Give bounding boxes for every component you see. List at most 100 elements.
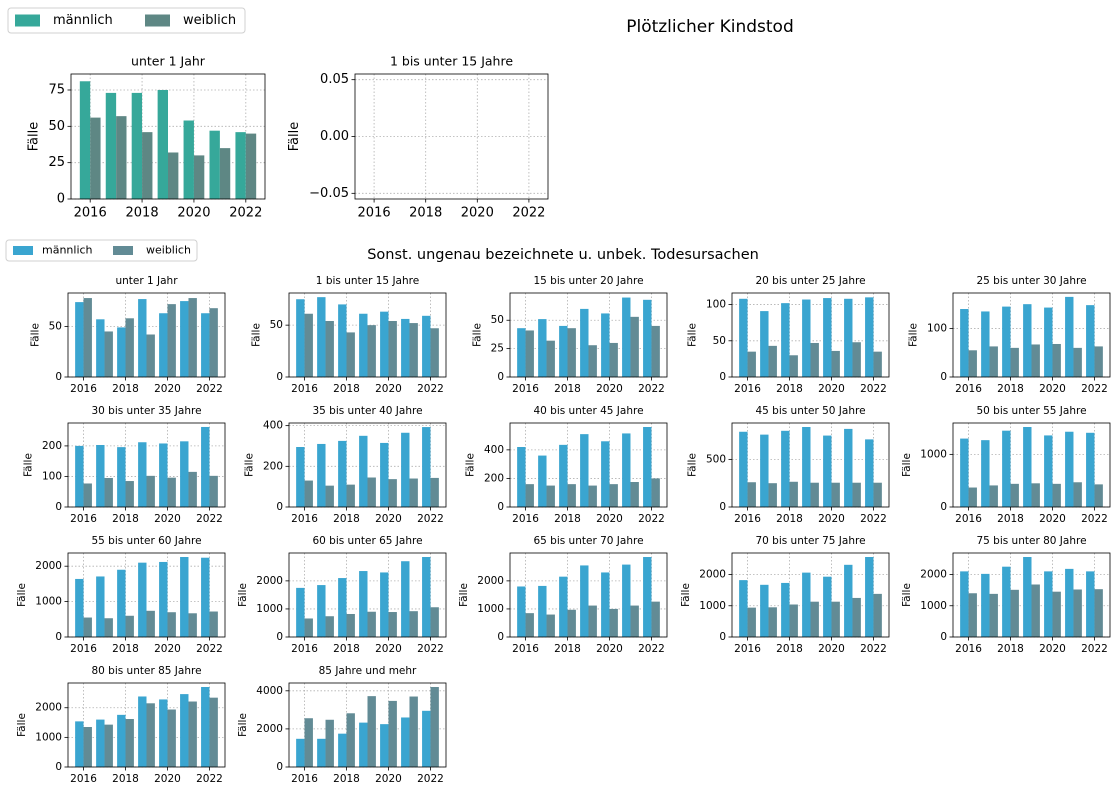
x-tick-label: 2022: [860, 643, 887, 655]
bar: [567, 609, 576, 637]
y-tick-label: 1000: [256, 603, 283, 615]
y-axis-label: Fälle: [458, 583, 470, 607]
y-axis-label: Fälle: [901, 583, 913, 607]
bar: [167, 477, 176, 507]
bar: [296, 447, 305, 507]
y-tick-label: 2000: [256, 575, 283, 587]
bar: [651, 601, 660, 637]
bar: [567, 484, 576, 507]
bar: [146, 334, 155, 377]
subplot-title: 75 bis unter 80 Jahre: [976, 535, 1086, 547]
x-tick-label: 2020: [818, 643, 845, 655]
x-tick-label: 2020: [596, 513, 623, 525]
subplot-title: 30 bis unter 35 Jahre: [91, 405, 201, 417]
bar: [338, 440, 347, 507]
bar: [747, 607, 756, 637]
y-axis-label: Fälle: [687, 453, 699, 477]
x-tick-label: 2016: [955, 383, 982, 395]
x-tick-label: 2016: [70, 513, 97, 525]
bar: [810, 482, 819, 507]
y-tick-label: 2000: [35, 702, 62, 714]
subplot-title: 70 bis unter 75 Jahre: [755, 535, 865, 547]
bar: [116, 116, 127, 199]
axes-frame: [509, 422, 668, 508]
bar: [831, 350, 840, 377]
x-tick-label: 2018: [112, 643, 139, 655]
x-tick-label: 2020: [375, 773, 402, 785]
x-tick-label: 2018: [997, 643, 1024, 655]
x-tick-label: 2018: [997, 513, 1024, 525]
bar: [338, 578, 347, 637]
bar: [131, 92, 143, 199]
x-tick-label: 2016: [955, 643, 982, 655]
bar: [304, 718, 313, 767]
subplot-title: 45 bis unter 50 Jahre: [755, 405, 865, 417]
bar: [188, 613, 197, 637]
bar: [209, 130, 220, 199]
x-tick-label: 2022: [417, 513, 444, 525]
axes-frame: [952, 292, 1111, 378]
bar: [359, 571, 368, 637]
x-tick-label: 2018: [776, 383, 803, 395]
y-tick-label: 0: [497, 371, 504, 383]
bar: [138, 442, 147, 507]
bar: [1065, 296, 1074, 377]
x-tick-label: 2020: [1039, 513, 1066, 525]
x-tick-label: 2020: [154, 643, 181, 655]
axes-frame: [952, 422, 1111, 508]
y-tick-label: 2000: [35, 560, 62, 572]
y-tick-label: 1000: [920, 448, 947, 460]
bar: [317, 297, 326, 377]
x-tick-label: 2016: [291, 643, 318, 655]
bar: [1086, 305, 1095, 377]
bar: [1023, 304, 1032, 377]
bar: [219, 148, 231, 199]
bar: [75, 445, 84, 507]
y-tick-label: 0: [276, 501, 283, 513]
x-tick-label: 2018: [409, 205, 442, 220]
subplot-title: 1 bis unter 15 Jahre: [316, 275, 419, 287]
x-tick-label: 2022: [638, 383, 665, 395]
bar: [609, 608, 618, 637]
bar: [873, 351, 882, 377]
bar: [1044, 571, 1053, 637]
x-tick-label: 2020: [177, 205, 210, 220]
bar: [823, 435, 832, 507]
bar: [630, 605, 639, 637]
bar: [651, 325, 660, 377]
axes-frame: [288, 552, 447, 638]
y-tick-label: 2000: [920, 569, 947, 581]
bar: [104, 477, 113, 507]
x-tick-label: 2022: [196, 383, 223, 395]
axes-frame: [67, 682, 226, 768]
bar: [90, 117, 101, 199]
bar: [781, 303, 790, 377]
bar: [346, 484, 355, 507]
y-axis-label: Fälle: [237, 583, 249, 607]
bar: [1065, 568, 1074, 637]
bar: [159, 443, 168, 507]
bar: [538, 455, 547, 507]
y-tick-label: 0: [57, 192, 65, 207]
x-tick-label: 2018: [333, 643, 360, 655]
y-tick-label: 0: [940, 371, 947, 383]
y-tick-label: 0: [55, 761, 62, 773]
bar: [580, 565, 589, 637]
bar: [802, 299, 811, 377]
bar: [105, 92, 117, 199]
bar: [125, 615, 134, 637]
bar: [125, 481, 134, 507]
bar: [180, 694, 189, 767]
legend-swatch: [13, 246, 33, 255]
bar: [538, 585, 547, 637]
bar: [125, 318, 134, 377]
bar: [296, 587, 305, 637]
y-tick-label: 4000: [256, 685, 283, 697]
x-tick-label: 2020: [596, 383, 623, 395]
bar: [401, 561, 410, 637]
bar: [325, 616, 334, 637]
bar: [768, 483, 777, 507]
x-tick-label: 2018: [554, 383, 581, 395]
bar: [588, 485, 597, 507]
bar: [96, 319, 105, 377]
